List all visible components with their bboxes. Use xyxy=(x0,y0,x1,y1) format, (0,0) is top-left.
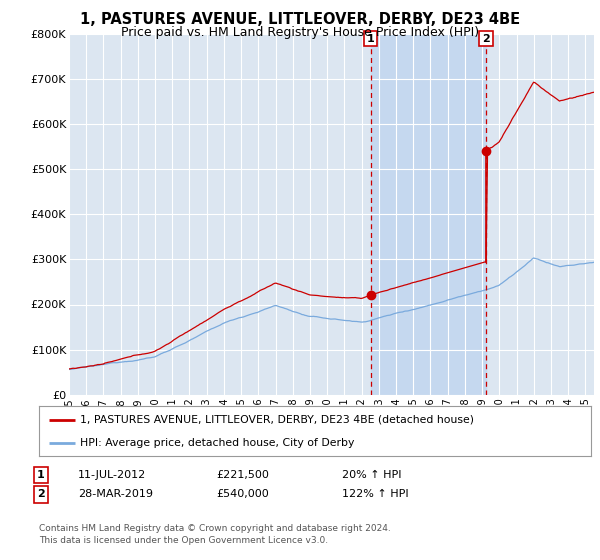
Text: Price paid vs. HM Land Registry's House Price Index (HPI): Price paid vs. HM Land Registry's House … xyxy=(121,26,479,39)
Text: 122% ↑ HPI: 122% ↑ HPI xyxy=(342,489,409,500)
Text: 20% ↑ HPI: 20% ↑ HPI xyxy=(342,470,401,480)
Text: This data is licensed under the Open Government Licence v3.0.: This data is licensed under the Open Gov… xyxy=(39,536,328,545)
Text: HPI: Average price, detached house, City of Derby: HPI: Average price, detached house, City… xyxy=(80,438,355,448)
Text: £540,000: £540,000 xyxy=(216,489,269,500)
Text: 28-MAR-2019: 28-MAR-2019 xyxy=(78,489,153,500)
Text: 1, PASTURES AVENUE, LITTLEOVER, DERBY, DE23 4BE (detached house): 1, PASTURES AVENUE, LITTLEOVER, DERBY, D… xyxy=(80,414,475,424)
Text: 2: 2 xyxy=(482,34,490,44)
Text: 1: 1 xyxy=(37,470,44,480)
Text: 2: 2 xyxy=(37,489,44,500)
Text: 11-JUL-2012: 11-JUL-2012 xyxy=(78,470,146,480)
Text: 1: 1 xyxy=(367,34,374,44)
Text: Contains HM Land Registry data © Crown copyright and database right 2024.: Contains HM Land Registry data © Crown c… xyxy=(39,524,391,533)
Text: 1, PASTURES AVENUE, LITTLEOVER, DERBY, DE23 4BE: 1, PASTURES AVENUE, LITTLEOVER, DERBY, D… xyxy=(80,12,520,27)
Bar xyxy=(371,34,486,395)
Text: £221,500: £221,500 xyxy=(216,470,269,480)
